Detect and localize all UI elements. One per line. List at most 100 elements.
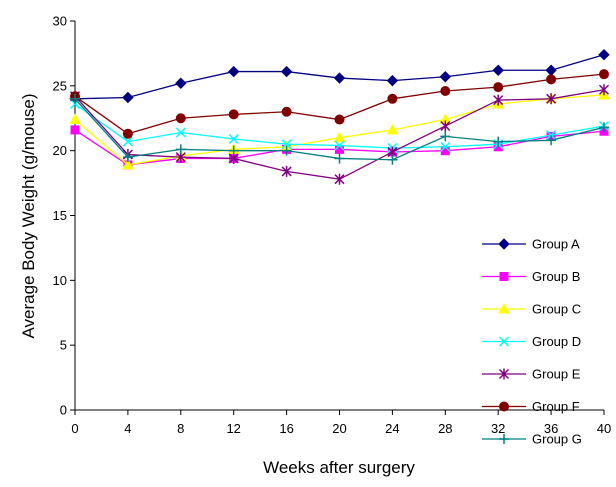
data-point: [546, 130, 557, 141]
data-point: [386, 74, 399, 87]
data-point: [440, 120, 451, 132]
data-point: [175, 77, 187, 89]
data-point: [440, 141, 451, 152]
x-axis-title: Weeks after surgery: [263, 458, 415, 477]
x-tick-label: 28: [438, 421, 452, 436]
x-tick-label: 24: [385, 421, 399, 436]
legend-marker: [498, 302, 510, 314]
data-point: [334, 173, 345, 185]
legend-item: Group G: [482, 432, 582, 447]
y-tick-label: 15: [53, 208, 67, 223]
data-point: [335, 144, 344, 154]
x-tick-label: 4: [124, 421, 131, 436]
x-tick-label: 12: [226, 421, 240, 436]
legend-label: Group C: [532, 302, 581, 317]
legend-label: Group D: [532, 334, 581, 349]
data-point: [546, 135, 557, 146]
legend-item: Group C: [482, 302, 581, 317]
data-point: [334, 153, 345, 164]
y-axis-title: Average Body Weight (g/mouse): [19, 93, 38, 338]
legend-item: Group B: [482, 269, 580, 284]
x-tick-label: 0: [71, 421, 78, 436]
data-point: [492, 64, 504, 76]
legend-marker: [498, 238, 510, 250]
y-tick-label: 30: [53, 14, 67, 29]
data-point: [122, 128, 133, 139]
legend-marker: [498, 336, 510, 347]
data-point: [122, 136, 133, 147]
data-point: [386, 123, 399, 135]
x-tick-label: 32: [491, 421, 505, 436]
data-point: [280, 65, 293, 78]
legend-marker: [499, 401, 509, 412]
y-tick-label: 10: [53, 273, 67, 288]
series-1: [69, 49, 610, 105]
x-tick-label: 20: [332, 421, 346, 436]
data-point: [122, 158, 134, 170]
data-point: [281, 139, 292, 150]
data-point: [122, 91, 134, 104]
legend-item: Group A: [482, 237, 580, 252]
x-tick-label: 16: [279, 421, 293, 436]
data-point: [333, 131, 346, 143]
legend-marker: [498, 368, 510, 380]
data-point: [599, 122, 609, 133]
series-4: [69, 98, 610, 154]
legend: Group A Group B Group C Group D Group E Group…: [482, 237, 582, 447]
y-tick-label: 5: [60, 338, 67, 353]
data-point: [439, 71, 452, 83]
legend-label: Group B: [532, 269, 580, 284]
legend-label: Group G: [532, 432, 582, 447]
data-point: [334, 114, 345, 125]
data-point: [546, 93, 557, 105]
data-point: [122, 152, 133, 163]
x-tick-label: 8: [177, 421, 184, 436]
data-point: [227, 65, 240, 78]
data-point: [175, 144, 186, 155]
data-point: [281, 145, 292, 156]
data-point: [387, 154, 398, 165]
legend-label: Group A: [532, 237, 580, 252]
data-point: [440, 86, 451, 97]
data-point: [440, 146, 450, 156]
data-point: [333, 72, 346, 84]
legend-marker: [499, 434, 509, 444]
data-point: [228, 145, 239, 156]
data-point: [598, 84, 610, 96]
y-tick-label: 20: [53, 143, 67, 158]
data-point: [175, 127, 186, 138]
y-tick-label: 0: [60, 403, 67, 418]
data-point: [175, 113, 186, 124]
data-point: [70, 93, 80, 104]
data-point: [69, 113, 81, 125]
data-point: [70, 125, 80, 135]
axes: 0 5 10 15 20 25 30 0 4 8 12 16 20 24 28 32 36 40: [53, 14, 612, 437]
data-point: [598, 49, 610, 61]
legend-label: Group E: [532, 367, 581, 382]
data-point: [545, 64, 557, 76]
data-point: [228, 133, 239, 145]
data-point: [493, 136, 504, 147]
series-7: [70, 93, 609, 165]
data-point: [599, 69, 609, 80]
data-point: [281, 106, 292, 117]
legend-item: Group E: [482, 367, 581, 382]
x-tick-label: 36: [544, 421, 558, 436]
data-point: [69, 98, 81, 110]
series-layer: [69, 49, 610, 185]
legend-item: Group D: [482, 334, 581, 349]
x-tick-label: 40: [597, 421, 611, 436]
data-point: [228, 109, 239, 120]
data-point: [493, 82, 504, 93]
data-point: [493, 94, 504, 106]
legend-marker: [499, 272, 509, 281]
data-point: [387, 93, 398, 104]
data-point: [440, 131, 451, 142]
y-tick-label: 25: [53, 78, 67, 93]
legend-item: Group F: [482, 399, 580, 414]
data-point: [546, 74, 557, 85]
legend-label: Group F: [532, 399, 580, 414]
data-point: [334, 140, 345, 151]
data-point: [281, 165, 292, 177]
